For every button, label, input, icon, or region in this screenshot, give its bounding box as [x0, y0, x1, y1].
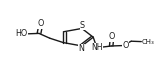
- Text: HO: HO: [15, 29, 28, 38]
- Text: O: O: [109, 32, 115, 41]
- Text: NH: NH: [91, 43, 103, 52]
- Text: O: O: [37, 19, 44, 28]
- Text: O: O: [123, 41, 129, 50]
- Text: S: S: [80, 21, 85, 30]
- Text: CH₃: CH₃: [142, 39, 155, 45]
- Text: N: N: [78, 44, 84, 53]
